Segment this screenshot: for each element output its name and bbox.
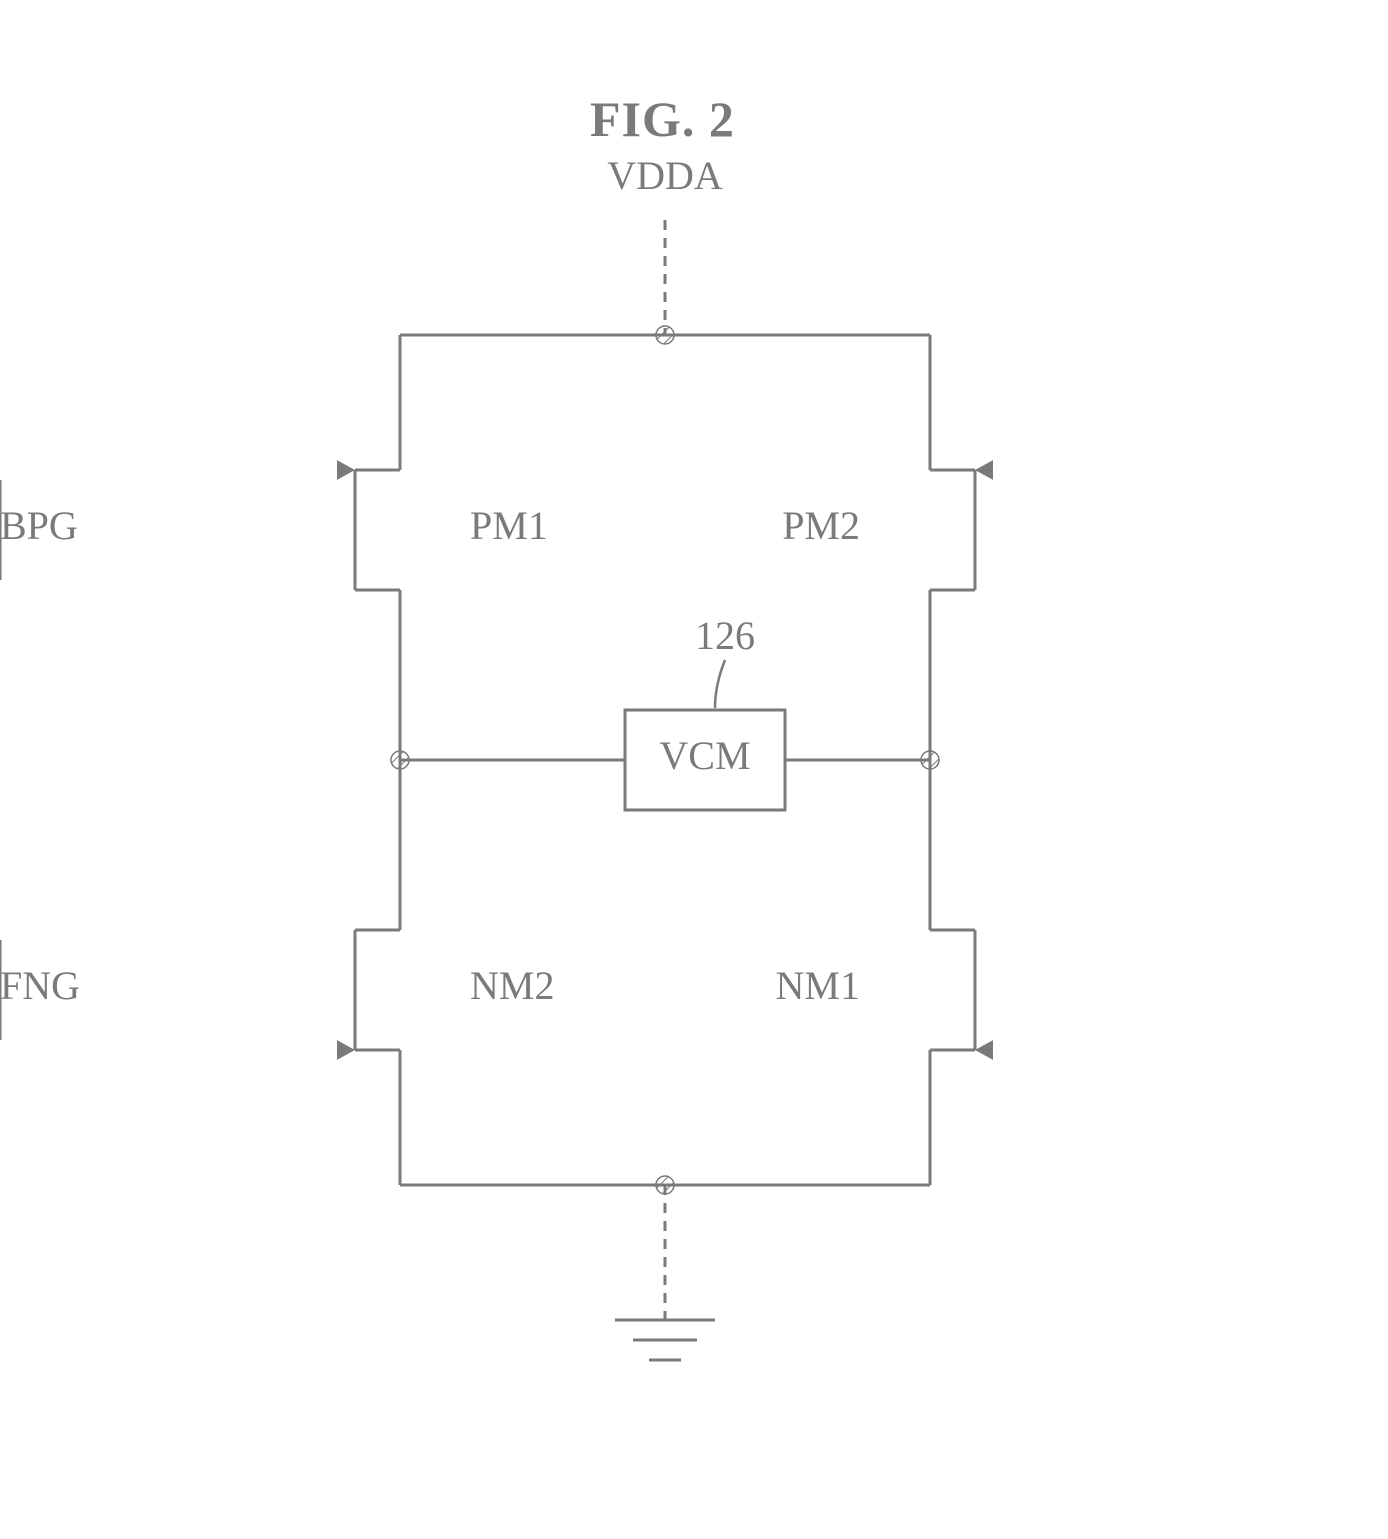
svg-text:PM2: PM2 bbox=[782, 503, 860, 548]
svg-text:PM1: PM1 bbox=[470, 503, 548, 548]
svg-text:126: 126 bbox=[695, 613, 755, 658]
figure-title: FIG. 2 bbox=[590, 90, 735, 148]
svg-text:NM2: NM2 bbox=[470, 963, 554, 1008]
svg-text:BPG: BPG bbox=[0, 503, 78, 548]
svg-text:NM1: NM1 bbox=[776, 963, 860, 1008]
svg-text:VDDA: VDDA bbox=[607, 153, 723, 198]
svg-text:VCM: VCM bbox=[659, 733, 750, 778]
svg-text:FNG: FNG bbox=[0, 963, 80, 1008]
circuit-schematic: VDDAFPGPM1BPGPM2VCM126BNGNM2FNGNM1 bbox=[0, 0, 1388, 1534]
figure-page: FIG. 2 VDDAFPGPM1BPGPM2VCM126BNGNM2FNGNM… bbox=[0, 0, 1388, 1534]
